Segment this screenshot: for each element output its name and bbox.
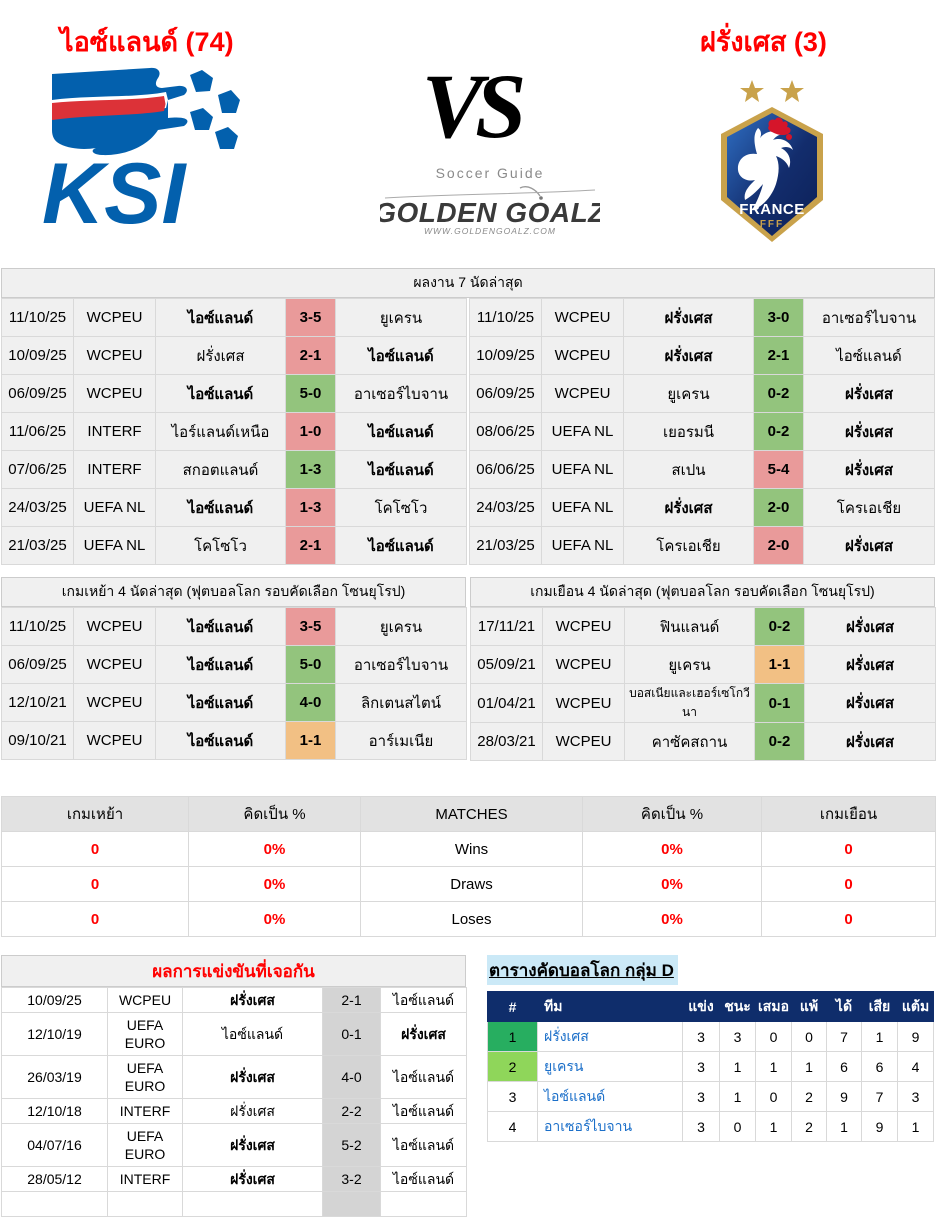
svg-text:Soccer Guide: Soccer Guide: [436, 165, 545, 181]
svg-text:WWW.GOLDENGOALZ.COM: WWW.GOLDENGOALZ.COM: [424, 226, 556, 236]
svg-text:FRANCE: FRANCE: [739, 201, 805, 218]
svg-text:KSI: KSI: [42, 146, 187, 240]
svg-text:GOLDEN GOALZ: GOLDEN GOALZ: [380, 197, 600, 228]
svg-text:FFF: FFF: [760, 219, 784, 230]
